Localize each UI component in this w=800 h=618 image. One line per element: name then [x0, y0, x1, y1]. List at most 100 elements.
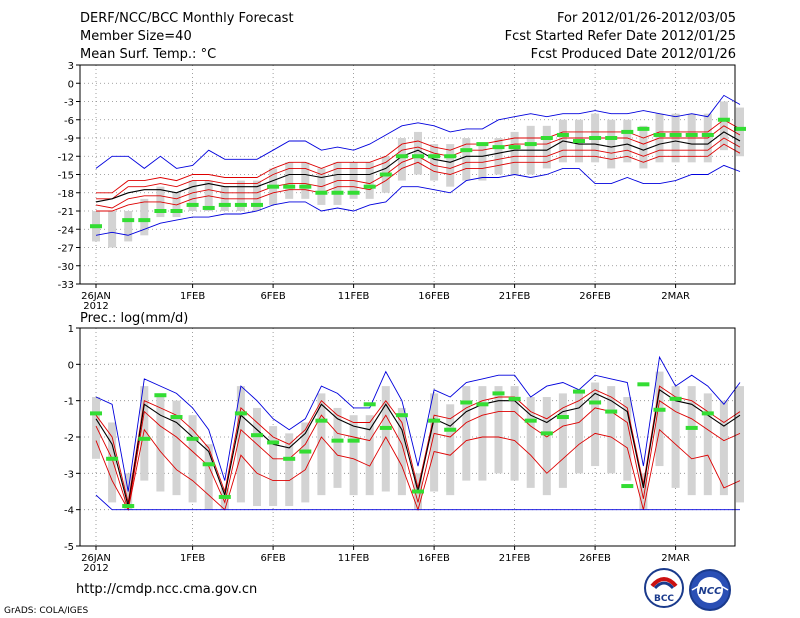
prec-spread-box — [92, 397, 100, 459]
temp-obs-marker — [267, 184, 280, 189]
temp-spread-box — [285, 162, 294, 199]
temp-obs-marker — [202, 205, 215, 210]
prec-spread-box — [639, 473, 648, 510]
prec-obs-marker — [524, 418, 537, 423]
prec-spread-box — [655, 371, 664, 467]
prec-line-p75 — [95, 385, 741, 503]
prec-spread-box — [494, 386, 503, 474]
prec-spread-box — [719, 400, 728, 496]
prec-spread-box — [301, 422, 310, 503]
temp-ytick-label: -18 — [58, 189, 74, 200]
source-url[interactable]: http://cmdp.ncc.cma.gov.cn — [76, 582, 258, 597]
prec-obs-marker — [492, 391, 505, 396]
prec-obs-marker — [186, 436, 199, 441]
prec-spread-box — [462, 386, 471, 481]
temp-line-mean — [95, 131, 741, 203]
prec-ytick-label: -4 — [64, 506, 74, 517]
prec-spread-box — [542, 397, 551, 496]
temp-ytick-label: -15 — [58, 171, 74, 182]
prec-obs-marker — [573, 389, 585, 394]
temp-spread-box — [124, 211, 133, 242]
prec-obs-marker — [363, 402, 376, 407]
prec-obs-marker — [106, 456, 119, 461]
temp-spread-box — [736, 107, 744, 157]
temp-obs-marker — [717, 117, 730, 122]
prec-spread-box — [236, 386, 245, 503]
temp-obs-marker — [685, 132, 698, 137]
prec-ytick-label: -3 — [64, 469, 74, 480]
temp-obs-marker — [234, 202, 247, 207]
forecast-period: For 2012/01/26-2012/03/05 — [557, 11, 736, 26]
prec-spread-box — [204, 444, 213, 510]
prec-obs-marker — [283, 456, 296, 461]
prec-obs-marker — [347, 438, 360, 443]
temp-obs-marker — [589, 136, 602, 140]
temp-ytick-label: -12 — [58, 152, 74, 163]
prec-obs-marker — [202, 462, 215, 467]
bcc-logo: BCC — [644, 568, 684, 608]
temp-xtick-label: 1FEB — [180, 291, 205, 302]
prec-xtick-label: 2MAR — [661, 553, 690, 564]
prec-obs-marker — [476, 402, 489, 407]
prec-obs-marker — [605, 409, 618, 414]
prec-obs-marker — [122, 504, 135, 509]
prec-obs-marker — [138, 436, 151, 441]
prec-spread-box — [156, 393, 165, 492]
prec-obs-marker — [589, 400, 602, 405]
prec-line-p50 — [95, 399, 741, 510]
temp-obs-marker — [621, 129, 634, 134]
temp-line-p75 — [96, 125, 741, 200]
temp-spread-box — [188, 180, 197, 211]
temp-spread-box — [108, 211, 117, 248]
temp-xtick-label: 26FEB — [579, 291, 611, 302]
temp-obs-marker — [556, 132, 569, 137]
prec-obs-marker — [669, 396, 682, 401]
temp-obs-marker — [218, 202, 231, 207]
temp-obs-marker — [524, 142, 537, 147]
temp-obs-marker — [734, 126, 746, 131]
temp-obs-marker — [363, 184, 376, 189]
temp-ytick-label: -21 — [58, 207, 74, 218]
temp-ytick-label: -27 — [58, 244, 74, 255]
ncc-logo: NCC — [688, 568, 732, 612]
prec-obs-marker — [218, 494, 231, 499]
temp-ytick-label: -9 — [64, 134, 74, 145]
prec-obs-marker — [315, 418, 328, 423]
prec-obs-marker — [460, 400, 473, 405]
temp-line-p90 — [96, 119, 741, 194]
temp-obs-marker — [540, 136, 553, 140]
temp-spread-box — [542, 125, 551, 169]
prec-obs-marker — [251, 433, 263, 438]
prec-spread-box — [687, 386, 696, 496]
temp-obs-marker — [299, 184, 312, 189]
prec-obs-marker — [412, 489, 424, 494]
temp-ytick-label: -6 — [64, 116, 74, 127]
prec-spread-box — [333, 407, 342, 488]
prec-spread-box — [446, 404, 455, 496]
temp-obs-marker — [154, 209, 167, 213]
prec-obs-marker — [154, 393, 167, 398]
prec-xtick-label: 11FEB — [338, 553, 370, 564]
prec-obs-marker — [556, 415, 569, 420]
temp-obs-marker — [170, 209, 183, 213]
variable-label: Mean Surf. Temp.: °C — [80, 47, 217, 62]
prec-panel-title: Prec.: log(mm/d) — [80, 311, 188, 326]
temp-spread-box — [494, 138, 503, 175]
prec-spread-box — [172, 400, 181, 496]
prec-spread-box — [381, 386, 390, 492]
temp-spread-box — [140, 198, 149, 236]
prec-obs-marker — [621, 484, 634, 489]
temp-obs-marker — [669, 132, 682, 137]
temp-spread-box — [397, 138, 406, 181]
prec-obs-marker — [331, 438, 344, 443]
prec-obs-marker — [234, 411, 247, 416]
temp-obs-marker — [476, 142, 489, 147]
temp-panel: 3 0 -3 -6 -9 -12 -15 -18 -21 -24 -27 -30 -33 26JAN201… — [58, 61, 746, 312]
temp-obs-marker — [186, 202, 199, 207]
prec-ytick-label: -1 — [64, 397, 74, 408]
prec-obs-marker — [685, 425, 698, 430]
prec-obs-marker — [90, 411, 102, 416]
prec-obs-marker — [637, 382, 650, 387]
temp-obs-marker — [605, 136, 618, 140]
temp-spread-box — [639, 125, 648, 169]
